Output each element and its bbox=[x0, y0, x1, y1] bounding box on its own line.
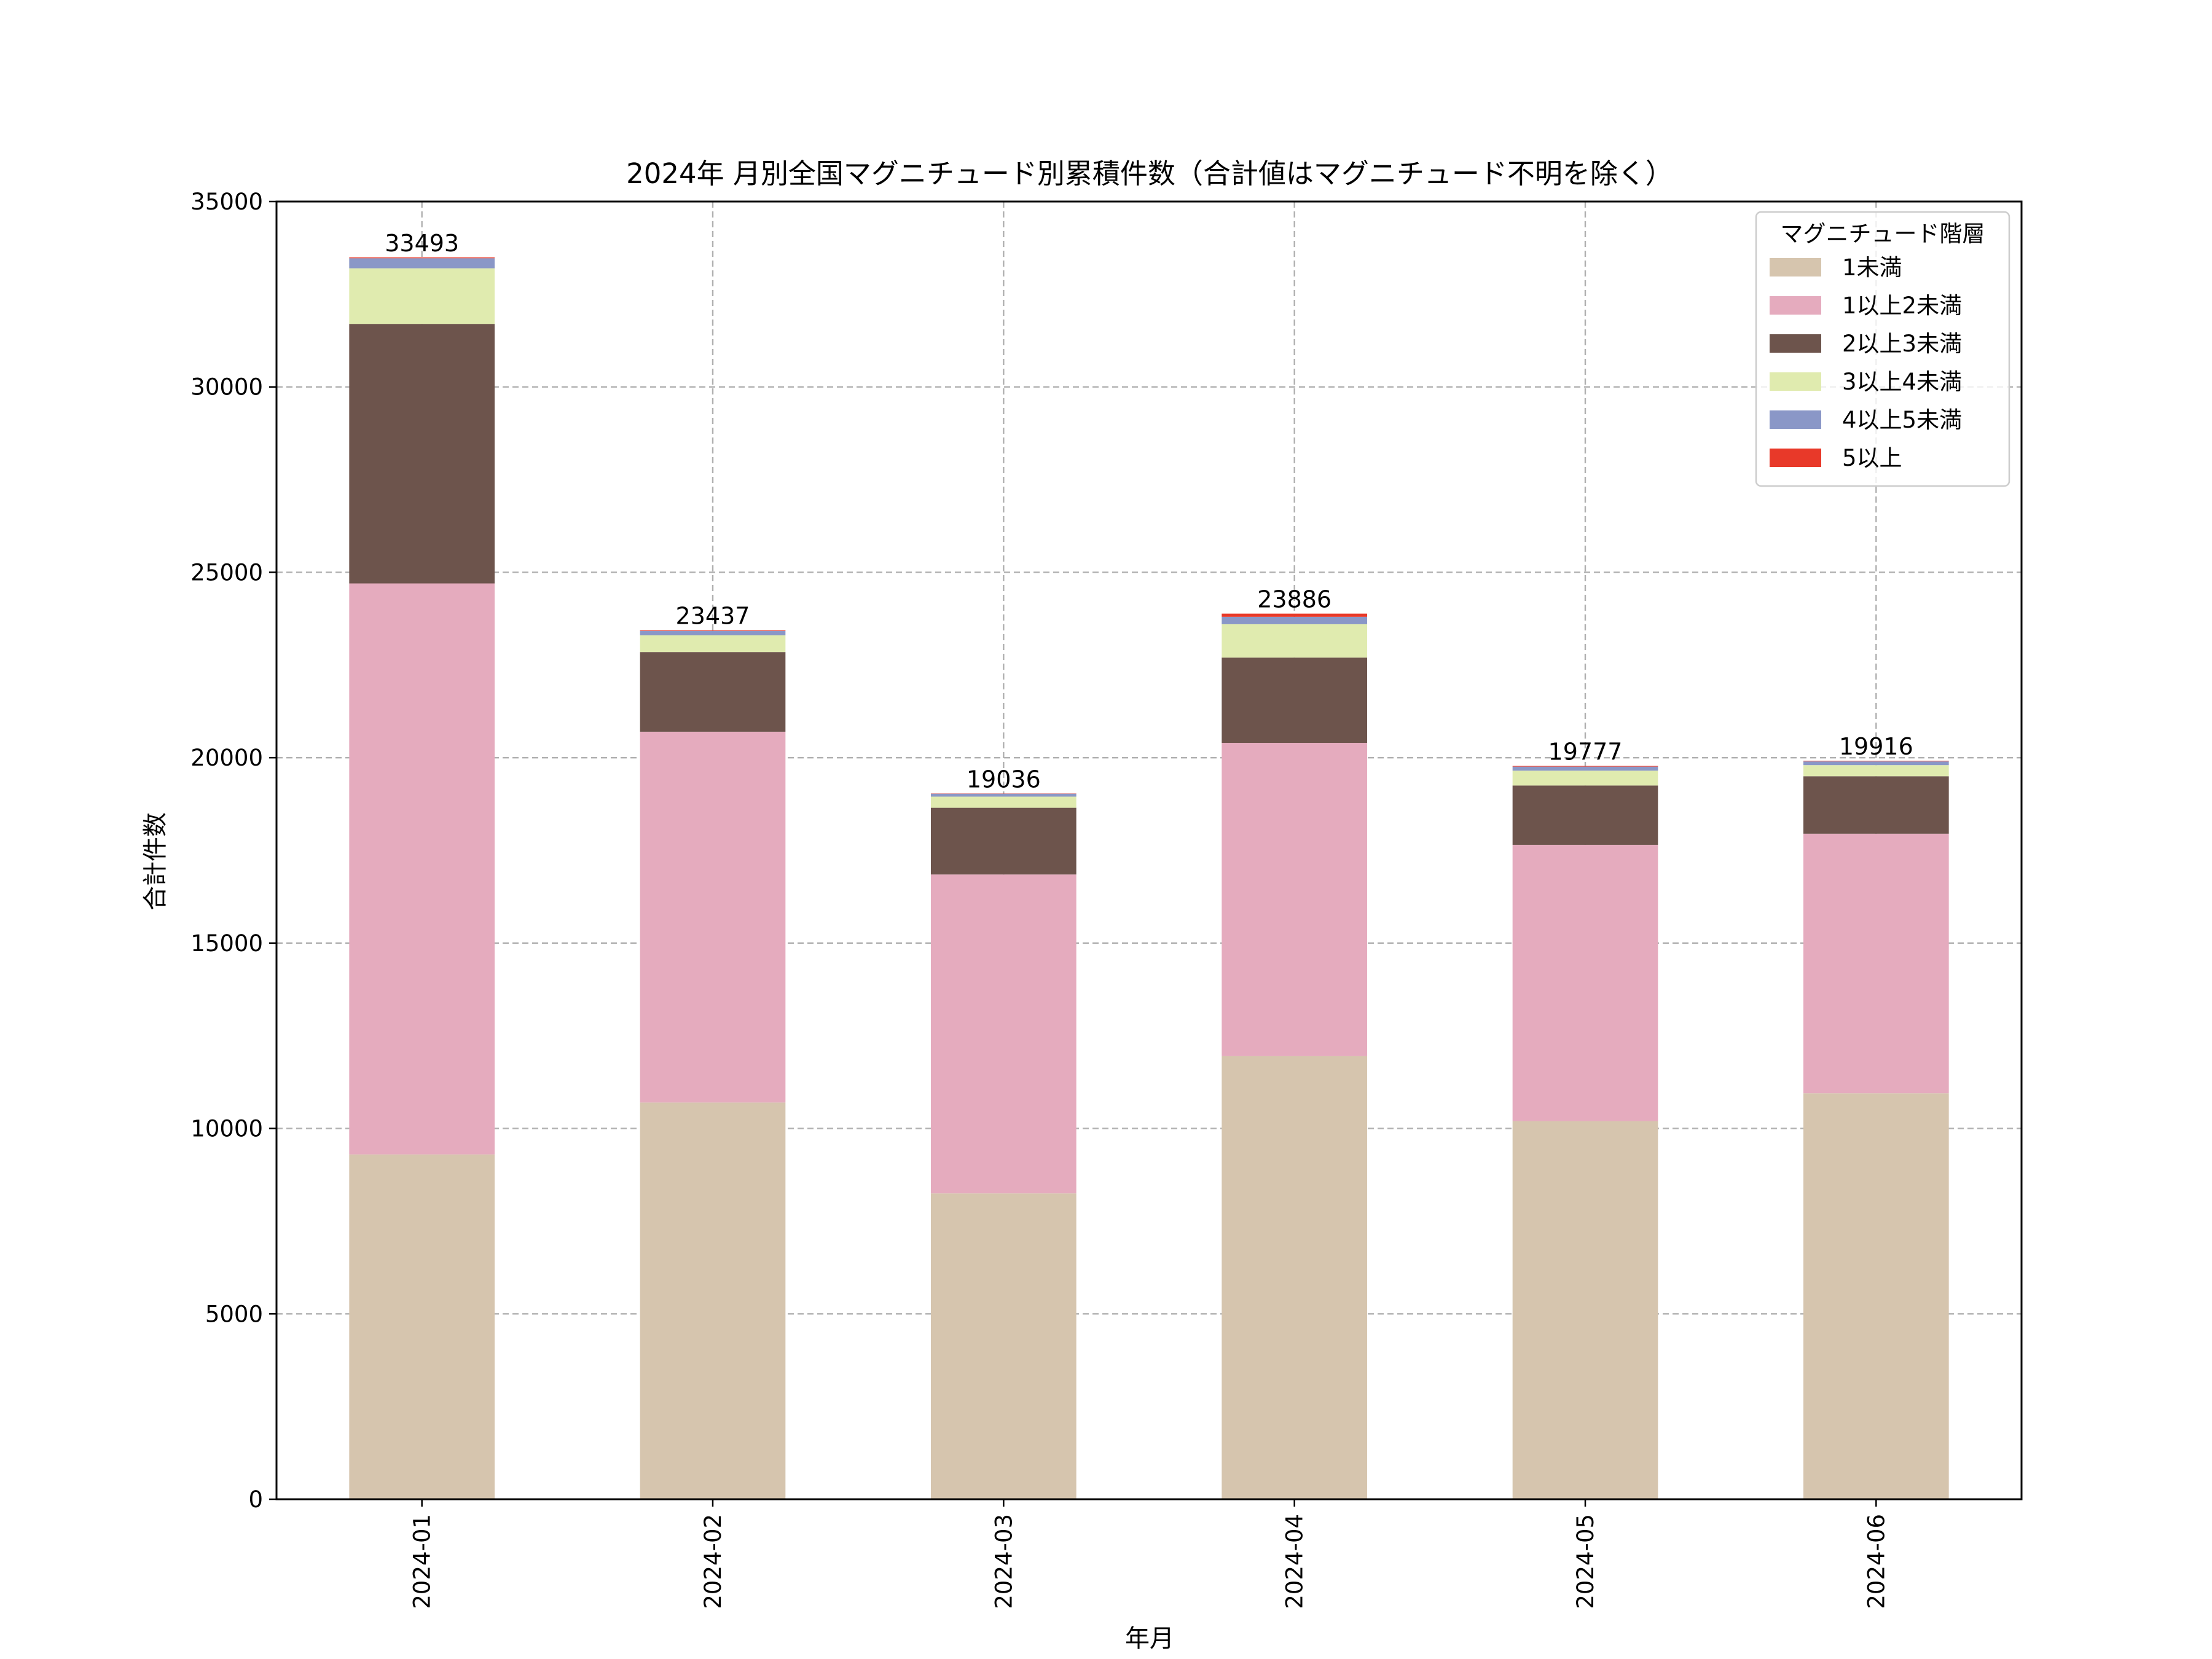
plot-frame bbox=[275, 200, 2023, 1500]
bar-segment bbox=[640, 652, 786, 732]
total-label: 19916 bbox=[1839, 733, 1913, 760]
bar-segment bbox=[1803, 1093, 1949, 1499]
x-tick-label: 2024-06 bbox=[1863, 1514, 1889, 1609]
x-axis-title: 年月 bbox=[1125, 1625, 1174, 1653]
y-tick-label: 25000 bbox=[190, 559, 263, 586]
bars-layer bbox=[349, 257, 1949, 1499]
legend-label: 4以上5未満 bbox=[1842, 407, 1962, 433]
bar-segment bbox=[1222, 657, 1367, 743]
bar-segment bbox=[1512, 766, 1658, 771]
legend-title: マグニチュード階層 bbox=[1781, 221, 1985, 247]
axes-layer bbox=[275, 200, 2023, 1500]
bar-segment bbox=[1512, 771, 1658, 786]
legend-swatch bbox=[1770, 372, 1821, 391]
bar-segment bbox=[1803, 776, 1949, 834]
x-tick-label: 2024-05 bbox=[1572, 1514, 1599, 1609]
chart-title: 2024年 月別全国マグニチュード別累積件数（合計値はマグニチュード不明を除く） bbox=[626, 157, 1673, 190]
bar-stack-2024-05 bbox=[1512, 766, 1658, 1499]
total-label: 19777 bbox=[1548, 739, 1623, 766]
bar-stack-2024-06 bbox=[1803, 761, 1949, 1499]
legend-label: 3以上4未満 bbox=[1842, 369, 1962, 395]
legend: マグニチュード階層 1未満 1以上2未満 2以上3未満 3以上4未満 4以上5未満 5以上 bbox=[1755, 211, 2010, 487]
legend-label: 1未満 bbox=[1842, 254, 1902, 281]
bar-segment bbox=[349, 324, 495, 584]
legend-swatch bbox=[1770, 449, 1821, 467]
y-tick-label: 5000 bbox=[205, 1301, 263, 1327]
bar-segment bbox=[1222, 743, 1367, 1056]
bar-stack-2024-03 bbox=[931, 793, 1077, 1499]
bar-segment bbox=[640, 635, 786, 653]
bar-segment bbox=[349, 268, 495, 324]
y-axis-ticks: 0 5000 10000 15000 20000 25000 30000 35000 bbox=[190, 189, 276, 1513]
legend-entry: 3以上4未満 bbox=[1770, 369, 1962, 395]
y-tick-label: 15000 bbox=[190, 930, 263, 957]
legend-entry: 4以上5未満 bbox=[1770, 407, 1962, 433]
bar-segment bbox=[349, 1154, 495, 1499]
total-label: 33493 bbox=[385, 230, 459, 257]
legend-swatch bbox=[1770, 296, 1821, 315]
bar-stack-2024-02 bbox=[640, 630, 786, 1499]
legend-label: 5以上 bbox=[1842, 445, 1902, 471]
bar-segment bbox=[640, 1102, 786, 1499]
bar-segment bbox=[1222, 613, 1367, 617]
bar-segment bbox=[1512, 785, 1658, 845]
bar-segment bbox=[640, 630, 786, 631]
bar-segment bbox=[640, 630, 786, 636]
bar-segment bbox=[931, 1193, 1077, 1499]
bar-segment bbox=[931, 874, 1077, 1194]
legend-swatch bbox=[1770, 410, 1821, 429]
bar-segment bbox=[349, 583, 495, 1155]
bar-segment bbox=[640, 731, 786, 1103]
y-tick-label: 0 bbox=[248, 1486, 263, 1513]
bar-segment bbox=[1222, 616, 1367, 624]
y-tick-label: 30000 bbox=[190, 374, 263, 401]
total-label: 23437 bbox=[676, 603, 750, 630]
y-tick-label: 10000 bbox=[190, 1116, 263, 1142]
bar-segment bbox=[1512, 766, 1658, 767]
total-label: 23886 bbox=[1257, 586, 1332, 613]
bar-segment bbox=[1803, 833, 1949, 1094]
bar-segment bbox=[931, 793, 1077, 797]
bar-stack-2024-04 bbox=[1222, 613, 1367, 1499]
legend-swatch bbox=[1770, 334, 1821, 353]
x-tick-label: 2024-01 bbox=[409, 1514, 436, 1609]
bar-segment bbox=[1803, 765, 1949, 777]
bar-segment bbox=[349, 257, 495, 259]
legend-label: 1以上2未満 bbox=[1842, 292, 1962, 319]
legend-swatch bbox=[1770, 258, 1821, 276]
legend-entry: 5以上 bbox=[1770, 445, 1902, 471]
bar-segment bbox=[349, 258, 495, 269]
bar-segment bbox=[1803, 761, 1949, 766]
y-axis-title: 合計件数 bbox=[141, 812, 170, 911]
y-tick-label: 20000 bbox=[190, 745, 263, 771]
bar-stack-2024-01 bbox=[349, 257, 495, 1499]
x-tick-label: 2024-03 bbox=[990, 1514, 1017, 1609]
bar-segment bbox=[1222, 624, 1367, 658]
legend-entry: 1以上2未満 bbox=[1770, 292, 1962, 319]
bar-segment bbox=[1222, 1056, 1367, 1499]
legend-entry: 1未満 bbox=[1770, 254, 1902, 281]
bar-segment bbox=[931, 807, 1077, 875]
bar-segment bbox=[1512, 1121, 1658, 1499]
bar-segment bbox=[931, 796, 1077, 808]
x-tick-label: 2024-02 bbox=[700, 1514, 726, 1609]
x-axis-ticks: 2024-01 2024-02 2024-03 2024-04 2024-05 2024-… bbox=[409, 1499, 1889, 1609]
legend-entry: 2以上3未満 bbox=[1770, 331, 1962, 357]
total-label: 19036 bbox=[967, 766, 1041, 793]
y-tick-label: 35000 bbox=[190, 189, 263, 215]
bar-segment bbox=[1512, 844, 1658, 1121]
legend-entries: 1未満 1以上2未満 2以上3未満 3以上4未満 4以上5未満 5以上 bbox=[1770, 254, 1962, 471]
legend-label: 2以上3未満 bbox=[1842, 331, 1962, 357]
total-labels: 33493 23437 19036 23886 19777 19916 bbox=[385, 230, 1913, 793]
x-tick-label: 2024-04 bbox=[1282, 1514, 1308, 1609]
